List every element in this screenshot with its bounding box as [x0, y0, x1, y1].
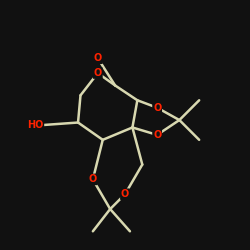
Text: HO: HO	[27, 120, 44, 130]
Text: O: O	[89, 174, 97, 184]
Text: O: O	[121, 189, 129, 199]
Text: O: O	[94, 68, 102, 78]
Text: O: O	[153, 130, 161, 140]
Text: O: O	[153, 103, 161, 113]
Text: O: O	[94, 53, 102, 63]
